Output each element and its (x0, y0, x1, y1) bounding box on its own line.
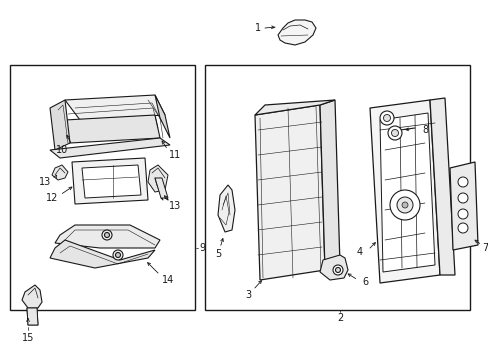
Text: 15: 15 (22, 333, 34, 343)
Polygon shape (50, 138, 170, 158)
Polygon shape (27, 308, 38, 325)
Circle shape (115, 252, 120, 257)
Polygon shape (72, 158, 148, 204)
Polygon shape (148, 165, 168, 192)
Polygon shape (55, 225, 160, 248)
Circle shape (383, 114, 390, 122)
Circle shape (457, 209, 467, 219)
Circle shape (457, 223, 467, 233)
Bar (10, 65, 195, 310)
Circle shape (401, 202, 407, 208)
Circle shape (389, 190, 419, 220)
Circle shape (387, 126, 401, 140)
Text: 5: 5 (214, 249, 221, 259)
Text: 8: 8 (421, 125, 427, 135)
Text: 3: 3 (244, 290, 250, 300)
Circle shape (457, 177, 467, 187)
Text: 12: 12 (46, 193, 58, 203)
Text: 11: 11 (168, 150, 181, 160)
Circle shape (332, 265, 342, 275)
Polygon shape (254, 105, 325, 280)
Text: 13: 13 (168, 201, 181, 211)
Polygon shape (319, 255, 347, 280)
Polygon shape (50, 100, 70, 150)
Circle shape (396, 197, 412, 213)
Polygon shape (429, 98, 454, 275)
Text: 13: 13 (39, 177, 51, 187)
Text: 2: 2 (336, 313, 343, 323)
Polygon shape (155, 178, 168, 198)
Text: 6: 6 (361, 277, 367, 287)
Circle shape (457, 193, 467, 203)
Circle shape (391, 130, 398, 136)
Text: 7: 7 (481, 243, 487, 253)
Polygon shape (65, 95, 164, 120)
Polygon shape (254, 100, 334, 115)
Polygon shape (369, 100, 439, 283)
Polygon shape (278, 20, 315, 45)
Bar (204, 65, 469, 310)
Text: 9: 9 (199, 243, 204, 253)
Text: 14: 14 (162, 275, 174, 285)
Polygon shape (155, 95, 170, 138)
Circle shape (102, 230, 112, 240)
Circle shape (104, 233, 109, 238)
Polygon shape (22, 285, 42, 308)
Text: 10: 10 (56, 145, 68, 155)
Polygon shape (218, 185, 235, 232)
Text: 4: 4 (356, 247, 362, 257)
Text: 1: 1 (254, 23, 261, 33)
Circle shape (113, 250, 123, 260)
Circle shape (379, 111, 393, 125)
Circle shape (335, 267, 340, 273)
Polygon shape (82, 165, 141, 198)
Polygon shape (50, 240, 155, 268)
Polygon shape (379, 113, 434, 272)
Polygon shape (52, 165, 68, 180)
Polygon shape (65, 115, 160, 143)
Polygon shape (319, 100, 339, 270)
Polygon shape (449, 162, 477, 250)
